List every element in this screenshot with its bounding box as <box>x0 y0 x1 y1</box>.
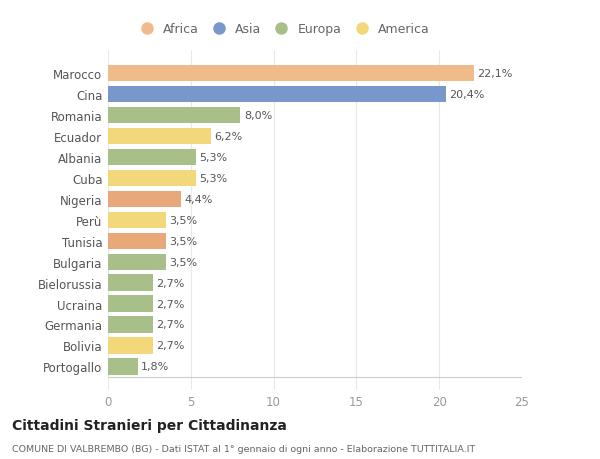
Text: 2,7%: 2,7% <box>156 320 184 330</box>
Text: 2,7%: 2,7% <box>156 278 184 288</box>
Bar <box>108 129 211 145</box>
Bar <box>108 254 166 270</box>
Text: 1,8%: 1,8% <box>141 362 169 371</box>
Text: 2,7%: 2,7% <box>156 299 184 309</box>
Bar <box>108 150 196 166</box>
Text: 4,4%: 4,4% <box>184 195 212 204</box>
Text: 2,7%: 2,7% <box>156 341 184 351</box>
Bar <box>108 296 153 312</box>
Text: 3,5%: 3,5% <box>169 236 197 246</box>
Text: 5,3%: 5,3% <box>199 174 227 184</box>
Bar <box>108 212 166 229</box>
Text: 20,4%: 20,4% <box>449 90 485 100</box>
Bar <box>108 337 153 354</box>
Text: COMUNE DI VALBREMBO (BG) - Dati ISTAT al 1° gennaio di ogni anno - Elaborazione : COMUNE DI VALBREMBO (BG) - Dati ISTAT al… <box>12 444 475 453</box>
Text: 3,5%: 3,5% <box>169 257 197 267</box>
Text: 3,5%: 3,5% <box>169 215 197 225</box>
Text: 22,1%: 22,1% <box>477 69 512 79</box>
Text: 6,2%: 6,2% <box>214 132 242 142</box>
Bar <box>108 275 153 291</box>
Bar <box>108 108 241 124</box>
Bar <box>108 358 138 375</box>
Legend: Africa, Asia, Europa, America: Africa, Asia, Europa, America <box>131 19 433 40</box>
Text: 5,3%: 5,3% <box>199 153 227 162</box>
Text: Cittadini Stranieri per Cittadinanza: Cittadini Stranieri per Cittadinanza <box>12 418 287 432</box>
Bar <box>108 170 196 187</box>
Bar <box>108 317 153 333</box>
Bar <box>108 191 181 207</box>
Bar <box>108 66 474 82</box>
Text: 8,0%: 8,0% <box>244 111 272 121</box>
Bar <box>108 233 166 249</box>
Bar <box>108 87 446 103</box>
